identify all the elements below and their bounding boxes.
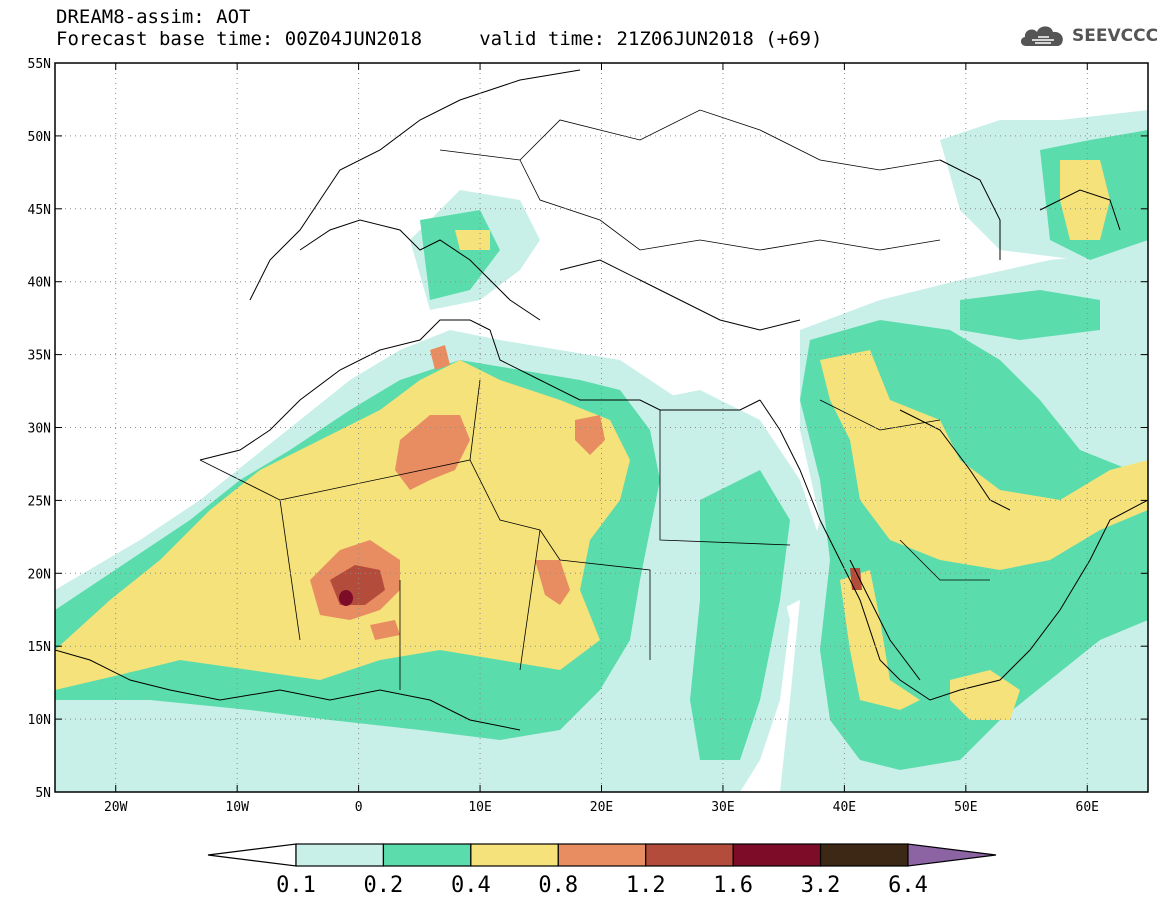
lat-tick-label: 55N <box>28 57 51 72</box>
lon-tick-label: 10W <box>225 800 249 815</box>
colorbar-segment <box>557 843 647 867</box>
colorbar-label: 0.4 <box>451 873 491 898</box>
lon-tick-label: 40E <box>833 800 856 815</box>
lon-tick-label: 10E <box>468 800 491 815</box>
colorbar-segment <box>645 843 734 867</box>
forecast-times: Forecast base time: 00Z04JUN2018 valid t… <box>56 28 823 50</box>
lat-tick-label: 20N <box>28 567 51 582</box>
lat-tick-label: 35N <box>28 349 51 364</box>
lon-tick-label: 20W <box>104 800 128 815</box>
colorbar-label: 0.8 <box>538 873 578 898</box>
colorbar-low-tip <box>207 843 297 867</box>
axis-ticks: 55N 50N 45N 40N 35N 30N 25N 20N 15N 10N 5N 20W 10W 0 1… <box>28 57 1148 815</box>
map-grid <box>55 63 1148 792</box>
lat-tick-label: 5N <box>35 786 51 801</box>
seevccc-logo: SEEVCCC <box>1018 22 1158 50</box>
colorbar-segment <box>382 843 472 867</box>
lat-tick-label: 15N <box>28 640 51 655</box>
lon-tick-label: 30E <box>711 800 734 815</box>
aot-fields <box>55 110 1148 792</box>
colorbar-segment <box>819 843 909 867</box>
lat-tick-label: 10N <box>28 713 51 728</box>
colorbar: 0.1 0.2 0.4 0.8 1.2 1.6 3.2 6.4 <box>207 843 997 898</box>
lat-tick-label: 45N <box>28 203 51 218</box>
lat-tick-label: 40N <box>28 276 51 291</box>
colorbar-label: 3.2 <box>801 873 841 898</box>
lon-tick-label: 0 <box>355 800 363 815</box>
logo-text: SEEVCCC <box>1072 26 1159 46</box>
colorbar-segment <box>470 843 559 867</box>
colorbar-label: 1.6 <box>713 873 753 898</box>
lon-tick-label: 20E <box>590 800 613 815</box>
lat-tick-label: 50N <box>28 130 51 145</box>
colorbar-label: 1.2 <box>626 873 666 898</box>
colorbar-label: 0.2 <box>364 873 404 898</box>
lat-tick-label: 25N <box>28 494 51 509</box>
coastlines <box>55 69 1148 731</box>
colorbar-segment <box>732 843 822 867</box>
colorbar-label: 0.1 <box>276 873 316 898</box>
cloud-icon <box>1020 26 1063 46</box>
colorbar-segment <box>295 843 385 867</box>
colorbar-label: 6.4 <box>888 873 928 898</box>
colorbar-high-tip <box>907 843 997 867</box>
lat-tick-label: 30N <box>28 422 51 437</box>
lon-tick-label: 50E <box>954 800 977 815</box>
map-title: DREAM8-assim: AOT <box>56 6 251 28</box>
lon-tick-label: 60E <box>1076 800 1099 815</box>
